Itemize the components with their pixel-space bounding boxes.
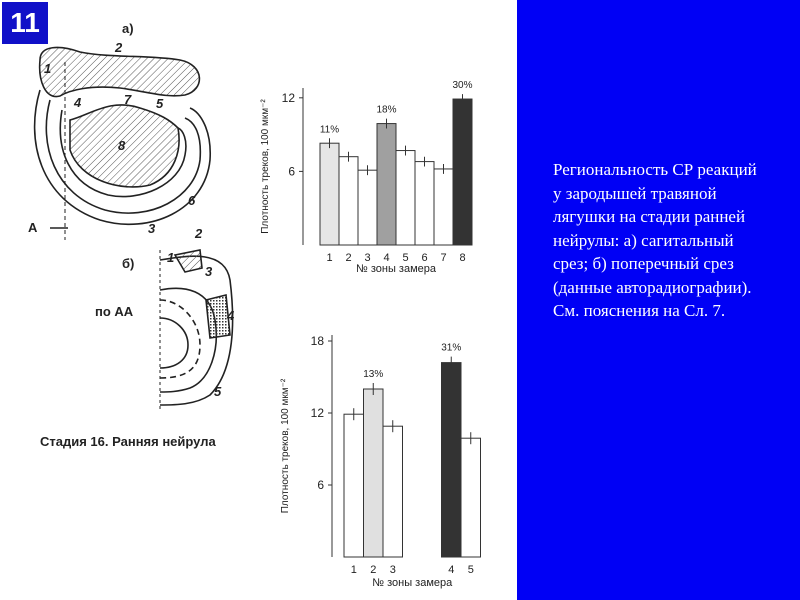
panel-label: б): [122, 256, 134, 271]
section-label: по АА: [95, 304, 134, 319]
bar: [395, 150, 416, 246]
caption-panel: Региональность СР реакций у зародышей тр…: [517, 0, 800, 600]
caption: Региональность СР реакций у зародышей тр…: [553, 160, 757, 320]
x-tick-label: 6: [421, 252, 427, 264]
x-tick-label: 5: [468, 564, 474, 576]
y-tick-label: 6: [317, 478, 324, 492]
bar-label: 18%: [376, 105, 396, 116]
x-tick-label: 3: [364, 252, 370, 264]
x-tick-label: 2: [345, 252, 351, 264]
zone-number: 7: [124, 92, 132, 107]
x-tick-label: 1: [326, 252, 332, 264]
bar: [460, 437, 481, 558]
x-tick-label: 8: [459, 252, 465, 264]
zone-number: 5: [156, 96, 164, 111]
zone-number: 2: [194, 226, 203, 241]
bar: [357, 169, 378, 246]
y-axis-label: Плотность треков, 100 мкм⁻²: [280, 378, 291, 513]
bar: [414, 161, 435, 246]
bar: [433, 168, 454, 246]
x-tick-label: 4: [448, 564, 454, 576]
sagittal-section: [33, 46, 211, 240]
bar: [376, 123, 397, 246]
bar: [319, 142, 340, 246]
stage-caption: Стадия 16. Ранняя нейрула: [40, 434, 216, 449]
bar: [441, 362, 462, 558]
zone-number: 3: [148, 221, 156, 236]
bar-label: 30%: [452, 80, 472, 91]
bar-label: 11%: [320, 124, 339, 135]
x-tick-label: 1: [351, 564, 357, 576]
zone-number: 6: [188, 193, 196, 208]
slide-number: 11: [0, 0, 50, 46]
zone-number: 4: [226, 308, 235, 323]
x-tick-label: 7: [440, 252, 446, 264]
y-tick-label: 6: [288, 164, 295, 178]
section-mark: А: [28, 220, 38, 235]
panel-label: а): [122, 21, 134, 36]
bar: [338, 156, 359, 246]
zone-number: 5: [214, 384, 222, 399]
transverse-section: [159, 249, 234, 410]
x-axis-label: № зоны замера: [372, 577, 453, 589]
zone-number: 8: [118, 138, 126, 153]
y-axis-label: Плотность треков, 100 мкм⁻²: [260, 99, 271, 234]
x-tick-label: 2: [370, 564, 376, 576]
bar-label: 31%: [441, 343, 461, 354]
zone-number: 4: [73, 95, 82, 110]
y-tick-label: 18: [311, 334, 325, 348]
x-tick-label: 3: [390, 564, 396, 576]
figure: а) 2 1 4 7 5 8 6 3 А б) 1 2 3 4 5 по АА …: [28, 21, 481, 589]
bar: [343, 413, 364, 558]
y-tick-label: 12: [282, 91, 296, 105]
zone-number: 3: [205, 264, 213, 279]
bar-label: 13%: [363, 369, 383, 380]
bar: [363, 388, 384, 558]
zone-number: 2: [114, 40, 123, 55]
bar: [452, 98, 473, 246]
x-tick-label: 5: [402, 252, 408, 264]
zone-number: 1: [44, 61, 51, 76]
x-tick-label: 4: [383, 252, 389, 264]
y-tick-label: 12: [311, 406, 325, 420]
zone-number: 1: [167, 250, 174, 265]
x-axis-label: № зоны замера: [356, 263, 437, 275]
bar: [382, 425, 403, 558]
